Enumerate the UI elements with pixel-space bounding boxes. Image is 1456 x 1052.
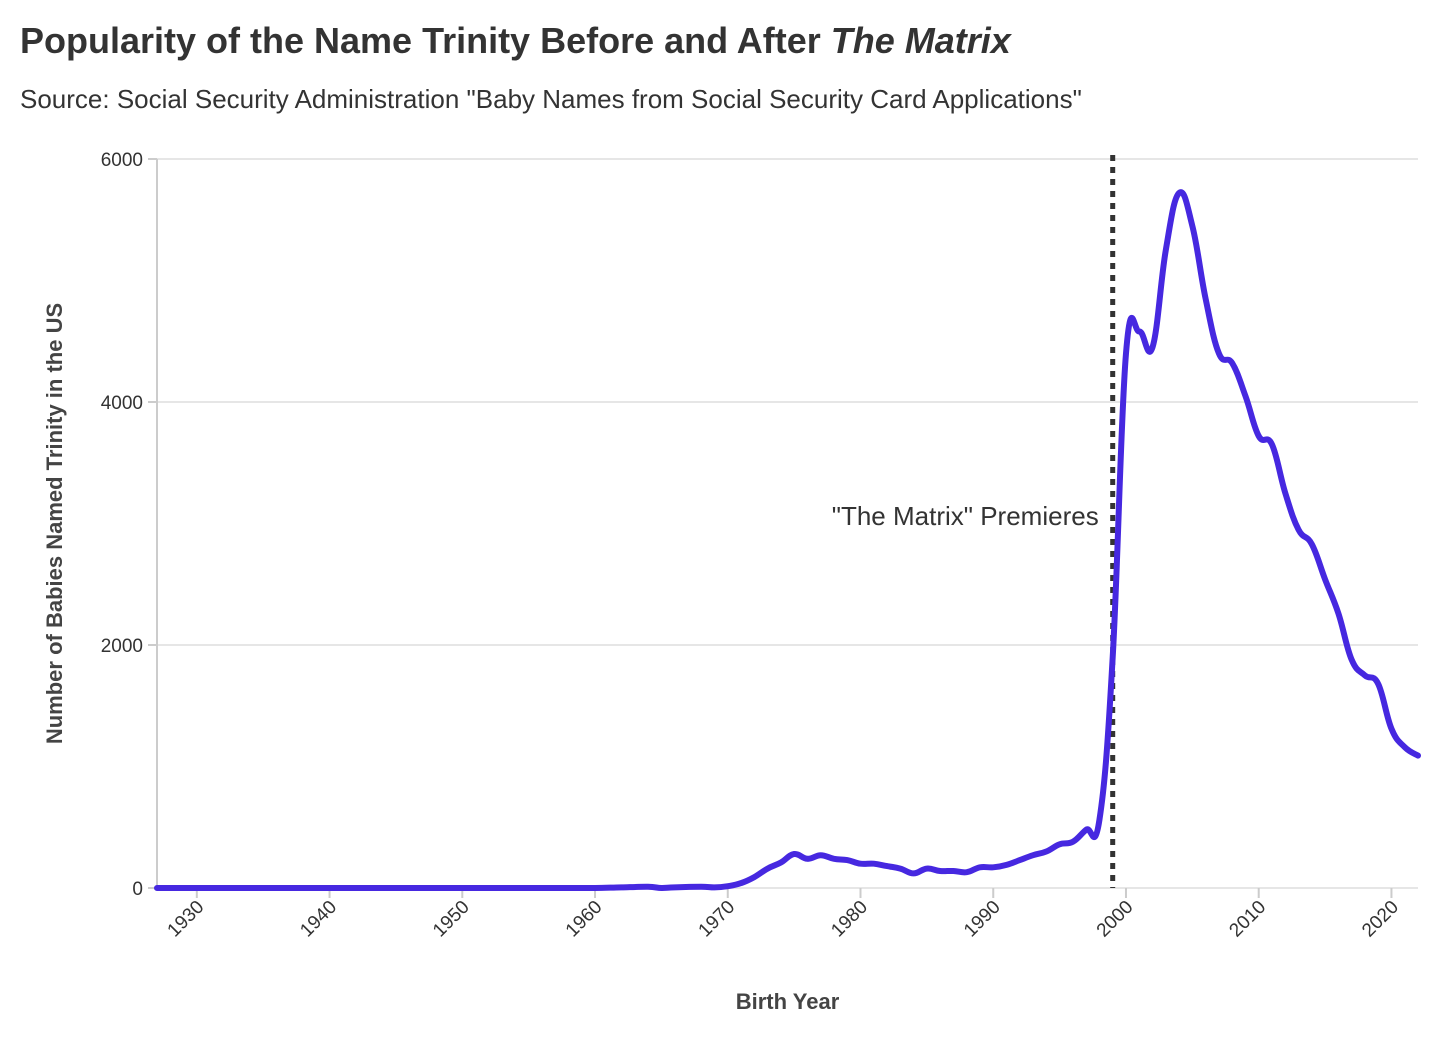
- x-tick-label: 2010: [1226, 897, 1271, 942]
- y-tick-label: 2000: [101, 636, 143, 657]
- annotation-group: "The Matrix" Premieres: [832, 155, 1116, 888]
- chart-title-main: Popularity of the Name Trinity Before an…: [20, 20, 831, 61]
- x-tick-label: 2020: [1358, 897, 1403, 942]
- grid-lines: [157, 158, 1418, 889]
- x-tick-label: 1940: [296, 897, 341, 942]
- trinity-series-line: [154, 189, 1421, 892]
- chart-title-italic: The Matrix: [830, 20, 1011, 61]
- y-axis-title: Number of Babies Named Trinity in the US: [42, 303, 67, 744]
- axes: 0 2000 4000 6000 1930 1940 1950 1960 1970 1980 199…: [101, 150, 1403, 941]
- series-group: [154, 189, 1421, 892]
- x-tick-label: 1970: [695, 897, 740, 942]
- chart-title: Popularity of the Name Trinity Before an…: [20, 20, 1011, 62]
- x-tick-label: 1980: [827, 897, 872, 942]
- y-tick-label: 6000: [101, 150, 143, 171]
- y-tick-label: 4000: [101, 393, 143, 414]
- x-tick-label: 2000: [1093, 897, 1138, 942]
- x-tick-label: 1990: [960, 897, 1005, 942]
- x-tick-label: 1950: [429, 897, 474, 942]
- x-tick-label: 1930: [164, 897, 209, 942]
- x-tick-label: 1960: [562, 897, 607, 942]
- x-axis-title: Birth Year: [736, 989, 840, 1014]
- y-tick-label: 0: [132, 879, 143, 900]
- axis-labels: Birth Year Number of Babies Named Trinit…: [42, 303, 840, 1014]
- chart-subtitle: Source: Social Security Administration "…: [20, 84, 1082, 114]
- matrix-premiere-label: "The Matrix" Premieres: [832, 501, 1099, 531]
